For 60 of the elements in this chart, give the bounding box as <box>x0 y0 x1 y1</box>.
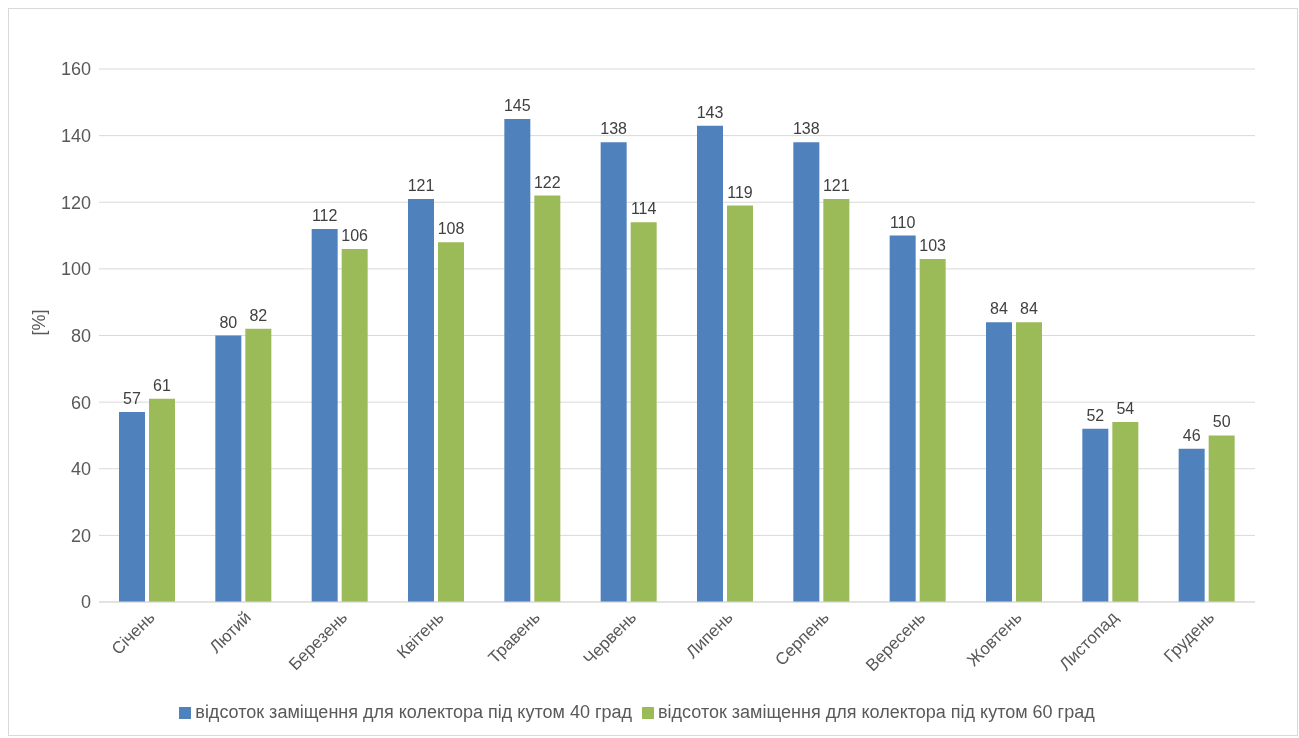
data-label: 119 <box>727 183 753 201</box>
bar <box>408 198 434 602</box>
data-label: 82 <box>249 306 268 324</box>
bar <box>1208 435 1235 602</box>
bar <box>1082 428 1109 602</box>
bar <box>534 195 561 602</box>
data-label: 108 <box>437 220 465 238</box>
y-axis-title: [%] <box>29 309 50 336</box>
data-label: 114 <box>630 200 657 218</box>
bar <box>630 222 657 602</box>
data-label: 122 <box>533 173 561 191</box>
data-label: 84 <box>990 300 1008 318</box>
bar <box>697 125 723 602</box>
data-label: 110 <box>889 213 916 231</box>
bar <box>215 335 242 602</box>
legend-label: відсоток заміщення для колектора під кутом 60 град <box>658 702 1095 722</box>
data-label: 138 <box>600 120 628 138</box>
bar <box>1112 422 1139 602</box>
data-label: 84 <box>1020 300 1038 318</box>
data-label: 143 <box>696 103 724 121</box>
data-label: 50 <box>1212 413 1231 431</box>
data-label: 138 <box>792 120 820 138</box>
y-tick-label: 0 <box>80 592 91 613</box>
y-tick-label: 40 <box>70 459 91 480</box>
bar <box>889 235 916 602</box>
bar <box>149 398 175 602</box>
bar <box>1016 322 1042 602</box>
data-label: 112 <box>311 206 338 224</box>
data-label: 57 <box>123 390 141 408</box>
bar <box>1178 448 1205 602</box>
data-label: 46 <box>1182 426 1201 444</box>
y-tick-label: 80 <box>70 325 91 346</box>
data-label: 54 <box>1116 400 1135 418</box>
data-label: 106 <box>341 226 369 244</box>
y-tick-label: 60 <box>70 392 91 413</box>
bar <box>119 412 145 602</box>
bar <box>438 242 464 602</box>
data-label: 121 <box>822 176 850 194</box>
bar <box>600 142 627 602</box>
legend-label: відсоток заміщення для колектора під кутом 40 град <box>195 702 632 722</box>
data-label: 52 <box>1086 406 1105 424</box>
bar <box>341 248 368 602</box>
data-label: 61 <box>153 376 171 394</box>
data-label: 121 <box>407 176 435 194</box>
bar <box>823 198 850 602</box>
bar <box>245 328 272 602</box>
bar <box>311 228 338 602</box>
y-tick-label: 120 <box>60 192 91 213</box>
bar <box>504 118 531 602</box>
bar <box>727 205 753 602</box>
bar <box>919 258 946 602</box>
y-tick-label: 100 <box>60 259 91 280</box>
y-tick-label: 140 <box>60 126 91 147</box>
data-label: 145 <box>503 96 531 114</box>
y-tick-label: 20 <box>70 525 91 546</box>
y-tick-label: 160 <box>60 59 91 80</box>
data-label: 80 <box>219 313 238 331</box>
bar <box>986 322 1012 602</box>
data-label: 103 <box>919 236 947 254</box>
bar <box>793 142 820 602</box>
